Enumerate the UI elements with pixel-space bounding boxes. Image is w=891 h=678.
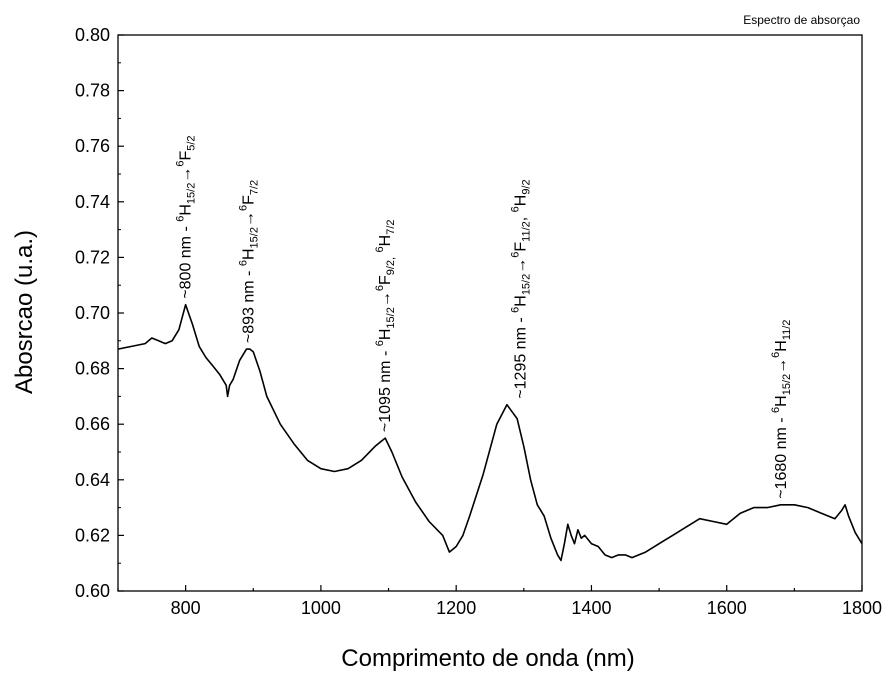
peak-annotation: ~1680 nm - 6H15/2→6H11/2	[770, 320, 793, 499]
y-tick-label: 0.76	[75, 136, 110, 156]
spectrum-line	[117, 303, 863, 562]
x-tick-label: 1400	[571, 598, 611, 618]
peak-annotation: ~893 nm - 6H15/2→6F7/2	[238, 180, 261, 343]
y-tick-label: 0.80	[75, 25, 110, 45]
series-layer	[117, 303, 863, 562]
x-axis: 800 1000 1200 1400 1600 1800	[117, 585, 882, 618]
x-axis-title: Comprimento de onda (nm)	[341, 645, 634, 672]
y-tick-label: 0.74	[75, 192, 110, 212]
y-tick-label: 0.70	[75, 303, 110, 323]
x-tick-label: 1200	[436, 598, 476, 618]
y-axis: 0.60 0.62 0.64 0.66 0.68 0.70 0.72 0.74 0.76 0.78…	[75, 25, 124, 601]
x-tick-label: 1800	[842, 598, 882, 618]
y-tick-label: 0.72	[75, 247, 110, 267]
y-tick-label: 0.68	[75, 359, 110, 379]
corner-title: Espectro de absorçao	[743, 13, 860, 27]
y-tick-label: 0.62	[75, 525, 110, 545]
peak-annotation: ~1095 nm - 6H15/2→6F9/2, 6H7/2	[374, 219, 397, 432]
y-tick-label: 0.64	[75, 470, 110, 490]
plot-frame	[117, 34, 863, 592]
x-tick-label: 1000	[301, 598, 341, 618]
plot-border	[117, 34, 863, 592]
y-tick-label: 0.66	[75, 414, 110, 434]
x-tick-label: 1600	[707, 598, 747, 618]
x-tick-label: 800	[171, 598, 201, 618]
peak-annotation: ~800 nm - 6H15/2→6F5/2	[175, 135, 198, 298]
peak-annotation: ~1295 nm - 6H15/2→6F11/2, 6H9/2	[509, 179, 532, 398]
y-tick-label: 0.60	[75, 581, 110, 601]
annotations: ~800 nm - 6H15/2→6F5/2 ~893 nm - 6H15/2→6…	[175, 135, 793, 498]
y-tick-label: 0.78	[75, 81, 110, 101]
y-axis-title: Abosrcao (u.a.)	[11, 230, 38, 394]
